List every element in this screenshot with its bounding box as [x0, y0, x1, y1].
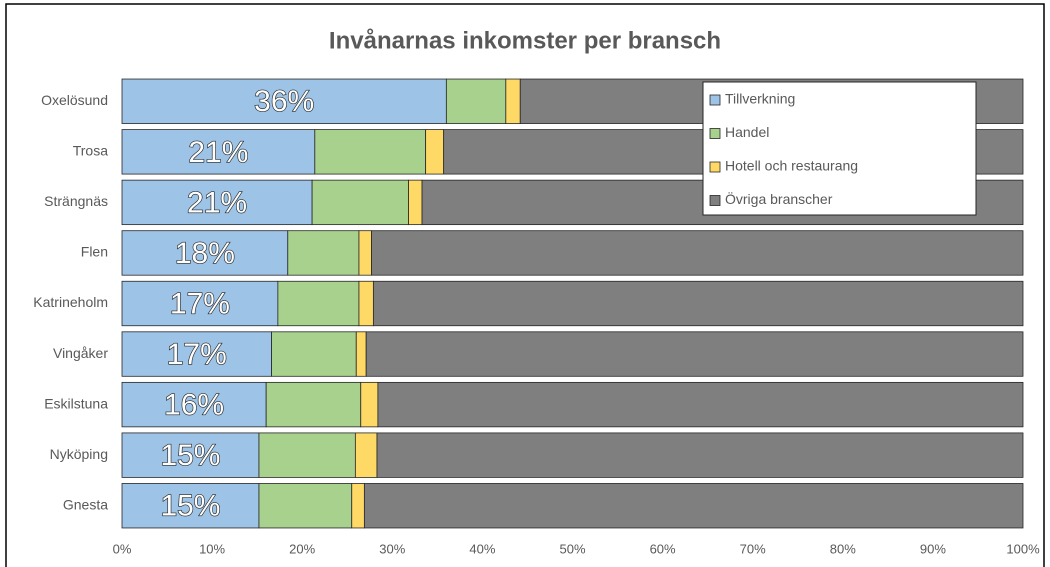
value-label: 15% [160, 439, 220, 472]
y-tick-label: Gnesta [63, 496, 108, 512]
legend-swatch [709, 94, 721, 106]
bar-segment [372, 280, 1024, 327]
legend-label: Övriga branscher [725, 190, 833, 207]
chart-title: Invånarnas inkomster per bransch [329, 27, 721, 54]
value-label: 21% [187, 186, 247, 219]
value-label: 18% [175, 237, 235, 270]
bar-segment [121, 78, 447, 124]
x-tick-label: 90% [920, 541, 946, 556]
bar-segment [354, 432, 378, 478]
bar-segment [311, 179, 409, 226]
bar-segment [365, 331, 1024, 377]
y-tick-label: Eskilstuna [44, 395, 108, 411]
x-tick-label: 60% [650, 541, 676, 556]
legend-label: Hotell och restaurang [725, 158, 858, 174]
value-label: 16% [164, 389, 224, 422]
bar-segment [121, 381, 267, 428]
x-tick-label: 70% [740, 541, 766, 556]
x-tick-label: 10% [199, 541, 225, 556]
bar-segment [287, 230, 360, 276]
bar-segment [121, 331, 272, 377]
y-tick-label: Katrineholm [33, 294, 108, 310]
bar-segment [351, 483, 365, 529]
y-tick-label: Oxelösund [41, 92, 108, 108]
x-tick-label: 30% [379, 541, 405, 556]
bar-segment [277, 280, 360, 327]
legend-label: Tillverkning [725, 91, 795, 107]
bar-segment [314, 129, 427, 175]
legend-label: Handel [725, 124, 769, 140]
bar-segment [505, 78, 521, 124]
bar-segment [445, 78, 507, 124]
value-label: 36% [254, 85, 314, 118]
y-tick-label: Flen [81, 244, 108, 260]
bar-segment [363, 483, 1024, 529]
y-tick-label: Nyköping [50, 446, 108, 462]
bar-segment [408, 179, 423, 226]
value-label: 17% [170, 287, 230, 320]
bar-segment [371, 230, 1024, 276]
bar-segment [121, 129, 316, 175]
bar-segment [355, 331, 367, 377]
x-tick-label: 80% [830, 541, 856, 556]
bar-segment [377, 381, 1024, 428]
y-tick-label: Vingåker [53, 345, 108, 361]
bar-segment [376, 432, 1024, 478]
bar-segment [258, 432, 356, 478]
x-tick-label: 20% [289, 541, 315, 556]
bar-segment [121, 432, 260, 478]
bar-segment [358, 230, 372, 276]
bar-segment [258, 483, 353, 529]
bar-segment [265, 381, 362, 428]
legend-swatch [709, 128, 721, 139]
bar-segment [360, 381, 379, 428]
y-tick-label: Trosa [73, 143, 108, 159]
legend-swatch [709, 161, 721, 173]
x-tick-label: 0% [113, 541, 132, 556]
bar-segment [358, 280, 374, 327]
bar-segment [121, 179, 313, 226]
bar-segment [271, 331, 357, 377]
x-tick-label: 100% [1006, 541, 1040, 556]
legend-box [702, 81, 977, 216]
y-tick-label: Strängnäs [44, 193, 108, 209]
legend-swatch [709, 195, 721, 206]
x-tick-label: 50% [559, 541, 585, 556]
x-tick-label: 40% [469, 541, 495, 556]
bar-segment [121, 483, 260, 529]
value-label: 17% [167, 338, 227, 371]
value-label: 21% [188, 136, 248, 169]
bar-segment [425, 129, 445, 175]
value-label: 15% [160, 490, 220, 523]
